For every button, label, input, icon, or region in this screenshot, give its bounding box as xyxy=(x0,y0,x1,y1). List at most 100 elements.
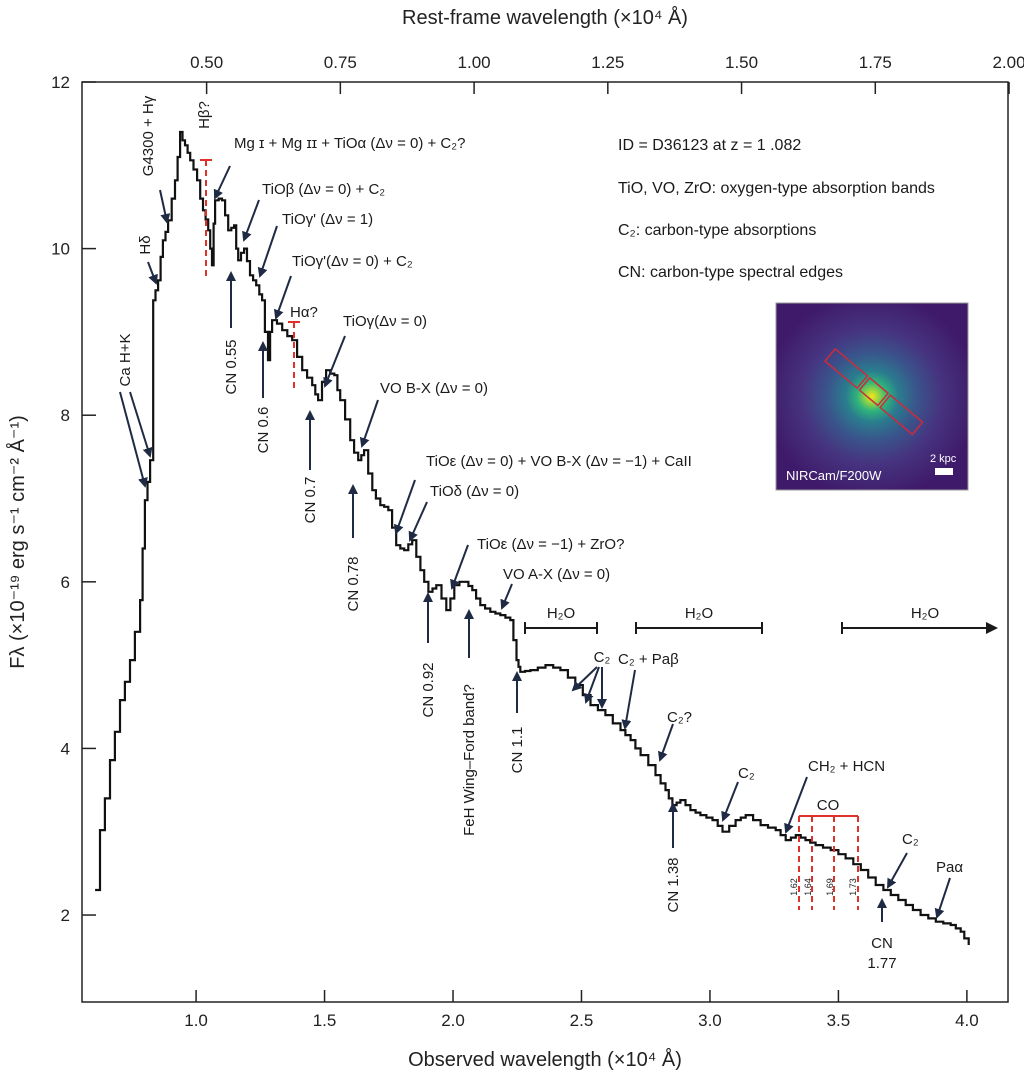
label-pa-alpha: Paα xyxy=(936,859,963,876)
label-h2o-2: H₂O xyxy=(685,605,713,622)
arrow-tio-gp1 xyxy=(257,225,278,278)
label-cn177-a: CN xyxy=(871,935,893,952)
arrow-ca-k xyxy=(129,391,153,458)
label-tio-eps1: TiOε (Δν = −1) + ZrO? xyxy=(477,536,624,553)
label-g4300: G4300 + Hγ xyxy=(140,95,157,176)
label-cn07: CN 0.7 xyxy=(302,477,319,524)
annotation-arrows xyxy=(119,165,951,922)
h2o-arrow-head xyxy=(986,622,998,634)
arrow-c2-pab xyxy=(621,669,636,730)
inset-scale-label: 2 kpc xyxy=(930,453,957,465)
scale-bar xyxy=(935,468,953,475)
label-co: CO xyxy=(817,797,840,814)
label-co-173: 1.73 xyxy=(848,878,858,896)
label-ca-hk: Ca H+K xyxy=(117,334,134,387)
slit-box-upper xyxy=(823,347,869,390)
label-tio-g0: TiOγ(Δν = 0) xyxy=(343,313,427,330)
y-axis-title: Fλ (×10⁻¹⁹ erg s⁻¹ cm⁻² Å⁻¹) xyxy=(6,415,29,669)
x-tick-label: 2.0 xyxy=(441,1011,465,1030)
axis-ticks: 1.0 1.5 2.0 2.5 3.0 3.5 4.0 0.50 0.75 1.00 1.25 1.5… xyxy=(51,53,1024,1030)
label-co-169: 1.69 xyxy=(825,878,835,896)
h2o-bars xyxy=(524,622,998,634)
label-c2-right: C₂ xyxy=(902,831,919,848)
label-h2o-1: H₂O xyxy=(547,605,575,622)
x2-tick-label: 1.75 xyxy=(859,53,892,72)
arrow-tio-delta xyxy=(408,501,428,542)
arrow-c2-b xyxy=(584,666,600,704)
h2o-bar-1 xyxy=(524,622,598,634)
x2-tick-label: 1.00 xyxy=(458,53,491,72)
legend-carbon: C₂: carbon-type absorptions xyxy=(618,222,816,239)
arrow-pa-alpha xyxy=(934,877,951,919)
label-cn177-b: 1.77 xyxy=(867,955,896,972)
x2-tick-label: 0.50 xyxy=(190,53,223,72)
label-c2-q: C₂? xyxy=(667,709,692,726)
label-cn11: CN 1.1 xyxy=(509,727,526,774)
label-h2o-3: H₂O xyxy=(911,605,939,622)
plot-frame xyxy=(81,81,1009,1003)
label-tio-delta: TiOδ (Δν = 0) xyxy=(430,483,519,500)
label-co-162: 1.62 xyxy=(789,878,799,896)
label-co-164: 1.64 xyxy=(803,878,813,896)
arrow-tio-beta xyxy=(242,199,260,242)
x2-tick-label: 0.75 xyxy=(324,53,357,72)
label-c2-pab: C₂ + Paβ xyxy=(618,651,679,668)
y-tick-label: 8 xyxy=(61,406,70,425)
x-tick-label: 4.0 xyxy=(955,1011,979,1030)
label-cn055: CN 0.55 xyxy=(223,339,240,394)
label-vo-bx: VO B-X (Δν = 0) xyxy=(380,380,488,397)
y-tick-label: 4 xyxy=(61,739,70,758)
slit-box-center xyxy=(858,376,890,407)
arrow-tio-gp0 xyxy=(273,275,292,320)
label-c2-group: C₂ xyxy=(594,649,611,666)
label-tio-gp1: TiOγ' (Δν = 1) xyxy=(282,211,373,228)
spectrum-line xyxy=(95,130,970,945)
legend-cn: CN: carbon-type spectral edges xyxy=(618,264,843,281)
h2o-bar-3 xyxy=(841,622,990,634)
x-tick-label: 2.5 xyxy=(570,1011,594,1030)
arrow-hdelta xyxy=(147,261,158,285)
label-feh: FeH Wing–Ford band? xyxy=(461,684,478,836)
label-cn078: CN 0.78 xyxy=(345,556,362,611)
label-h-beta: Hβ? xyxy=(196,101,213,129)
label-c2-mid: C₂ xyxy=(738,765,755,782)
y-tick-label: 12 xyxy=(51,73,70,92)
arrow-vo-ax xyxy=(500,583,513,610)
annotation-labels: Ca H+K Hδ G4300 + Hγ Hβ? Mg ɪ + Mg ɪɪ + … xyxy=(117,95,963,972)
label-tio-gp0: TiOγ'(Δν = 0) + C₂ xyxy=(292,253,413,270)
h2o-bar-2 xyxy=(635,622,763,634)
label-h-alpha: Hα? xyxy=(290,304,318,321)
label-tio-eps0: TiOε (Δν = 0) + VO B-X (Δν = −1) + CaII xyxy=(426,453,692,470)
label-cn138: CN 1.38 xyxy=(665,857,682,912)
x2-tick-label: 1.50 xyxy=(725,53,758,72)
x2-tick-label: 1.25 xyxy=(591,53,624,72)
inset-label: NIRCam/F200W xyxy=(786,468,882,483)
arrow-tio-g0 xyxy=(323,335,346,388)
legend-oxygen: TiO, VO, ZrO: oxygen-type absorption ban… xyxy=(618,180,935,197)
slit-box-lower xyxy=(879,394,924,436)
arrow-tio-eps0 xyxy=(393,479,416,535)
inset-image: NIRCam/F200W 2 kpc xyxy=(775,302,969,491)
label-mg: Mg ɪ + Mg ɪɪ + TiOα (Δν = 0) + C₂? xyxy=(234,135,465,152)
galaxy-image xyxy=(775,302,969,491)
y-tick-label: 10 xyxy=(51,240,70,259)
arrow-mg xyxy=(213,165,231,200)
arrow-c2-a xyxy=(571,666,598,692)
x-tick-label: 1.0 xyxy=(184,1011,208,1030)
y-tick-label: 2 xyxy=(61,906,70,925)
label-h-delta: Hδ xyxy=(137,235,154,254)
x-tick-label: 1.5 xyxy=(313,1011,337,1030)
arrow-g4300 xyxy=(159,189,171,224)
top-axis-title: Rest-frame wavelength (×10⁴ Å) xyxy=(402,6,688,29)
label-vo-ax: VO A-X (Δν = 0) xyxy=(503,566,610,583)
label-cn06: CN 0.6 xyxy=(255,407,272,454)
y-tick-label: 6 xyxy=(61,573,70,592)
x-tick-label: 3.0 xyxy=(698,1011,722,1030)
arrow-ca-h xyxy=(119,391,148,488)
arrow-c2-right xyxy=(887,852,908,889)
arrow-tio-eps1 xyxy=(450,544,469,590)
arrow-ch2-hcn xyxy=(784,776,808,834)
arrow-vo-bx xyxy=(359,399,379,448)
legend-id: ID = D36123 at z = 1 .082 xyxy=(618,137,801,154)
